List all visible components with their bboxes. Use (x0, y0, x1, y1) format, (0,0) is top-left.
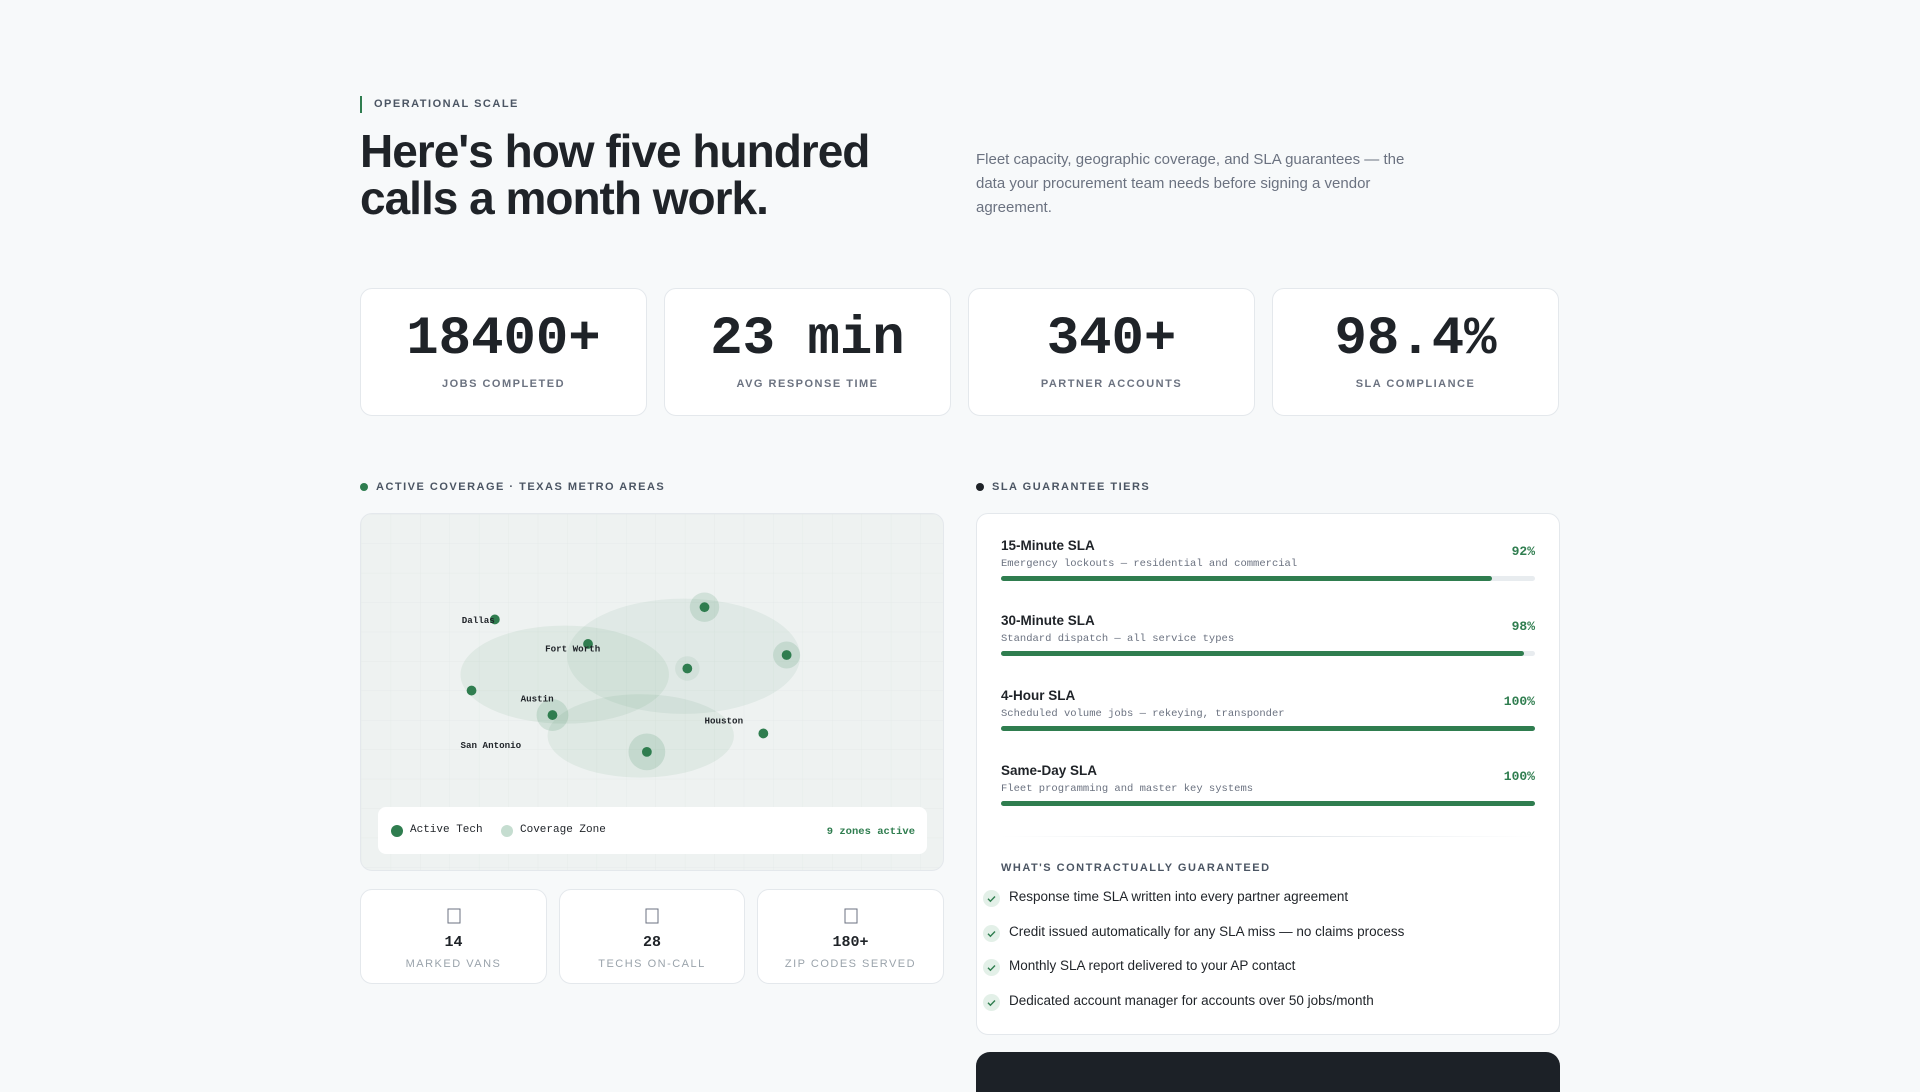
sla-tier: 4-Hour SLA Scheduled volume jobs — rekeyi… (1001, 688, 1535, 748)
tier-name: 4-Hour SLA (1001, 688, 1076, 703)
eyebrow: OPERATIONAL SCALE (360, 96, 519, 113)
resource-label: TECHS ON-CALL (598, 958, 706, 970)
sla-card: WHAT'S CONTRACTUALLY GUARANTEED 15-Minut… (976, 513, 1560, 1035)
legend-swatch (501, 825, 513, 837)
stat-card: 340+ PARTNER ACCOUNTS (968, 288, 1255, 416)
tier-name: Same-Day SLA (1001, 763, 1098, 778)
stat-label: AVG RESPONSE TIME (736, 378, 879, 390)
bar-track (1001, 801, 1535, 806)
icon (447, 908, 460, 924)
guarantee-item: Dedicated account manager for accounts o… (983, 993, 1374, 1011)
check-icon (983, 959, 1000, 976)
resource-card: 28 TECHS ON-CALL (559, 889, 745, 984)
city-label: Fort Worth (545, 643, 600, 654)
sla-tier: Same-Day SLA Fleet programming and master… (1001, 763, 1535, 823)
resource-label: ZIP CODES SERVED (784, 958, 917, 970)
stat-value: 98.4% (1334, 309, 1497, 370)
legend-swatch (391, 825, 403, 837)
section-label: ACTIVE COVERAGE · TEXAS METRO AREAS (360, 481, 665, 493)
stat-card: 98.4% SLA COMPLIANCE (1272, 288, 1559, 416)
guarantee-item: Credit issued automatically for any SLA … (983, 924, 1404, 942)
resource-label: MARKED VANS (405, 958, 502, 970)
description: Fleet capacity, geographic coverage, and… (976, 151, 1405, 216)
headline: Here's how five hundred calls a month wo… (360, 125, 870, 224)
icon (844, 908, 857, 924)
stat-label: JOBS COMPLETED (441, 378, 566, 390)
bar (1001, 801, 1535, 806)
stat-value: 23 min (710, 309, 905, 370)
tier-percent: 92% (1511, 544, 1535, 559)
map: Dallas Fort Worth Austin Houston San Ant… (360, 513, 944, 871)
check-icon (983, 924, 1000, 942)
bar-track (1001, 576, 1535, 581)
icon (645, 908, 659, 924)
dark-card (976, 1052, 1560, 1092)
resource-value: 28 (642, 934, 661, 951)
stat-label: SLA COMPLIANCE (1355, 378, 1476, 390)
tier-description: Fleet programming and master key systems (1001, 783, 1254, 795)
resource-value: 14 (444, 934, 463, 951)
tier-percent: 100% (1503, 694, 1535, 709)
divider (1001, 836, 1535, 837)
tier-description: Scheduled volume jobs — rekeying, transp… (1001, 708, 1285, 720)
sla-tier: 30-Minute SLA Standard dispatch — all ser… (1001, 613, 1535, 673)
bar (1001, 726, 1535, 731)
stat-value: 340+ (1046, 309, 1177, 370)
bar-track (1001, 651, 1535, 656)
tier-percent: 100% (1503, 769, 1535, 784)
check-icon (983, 993, 1000, 1011)
city-label: Dallas (462, 615, 495, 626)
legend-label: Active Tech (410, 824, 483, 836)
zone-status: 9 zones active (826, 826, 915, 838)
city-label: Houston (704, 716, 743, 727)
bar-track (1001, 726, 1535, 731)
tier-percent: 98% (1511, 619, 1535, 634)
guarantee-item: Monthly SLA report delivered to your AP … (983, 958, 1295, 976)
sla-tier: 15-Minute SLA Emergency lockouts — reside… (1001, 538, 1535, 598)
guarantee-item: Response time SLA written into every par… (983, 889, 1348, 907)
resource-card: 14 MARKED VANS (360, 889, 547, 984)
check-icon (983, 890, 1000, 907)
tier-description: Standard dispatch — all service types (1001, 633, 1235, 645)
bar (1001, 651, 1525, 656)
city-label: San Antonio (461, 740, 522, 751)
bar (1001, 576, 1493, 581)
legend-label: Coverage Zone (520, 824, 606, 836)
resource-value: 180+ (832, 934, 869, 951)
stat-value: 18400+ (406, 309, 601, 370)
stat-label: PARTNER ACCOUNTS (1040, 378, 1183, 390)
stat-card: 23 min AVG RESPONSE TIME (664, 288, 951, 416)
stat-card: 18400+ JOBS COMPLETED (360, 288, 647, 416)
tier-name: 30-Minute SLA (1001, 613, 1095, 628)
city-label: Austin (521, 694, 554, 705)
tier-description: Emergency lockouts — residential and com… (1001, 558, 1298, 570)
section-label: SLA GUARANTEE TIERS (976, 481, 1150, 493)
guarantees-title: WHAT'S CONTRACTUALLY GUARANTEED (1001, 862, 1271, 874)
resource-card: 180+ ZIP CODES SERVED (757, 889, 944, 984)
tier-name: 15-Minute SLA (1001, 538, 1095, 553)
map-legend: Active Tech Coverage Zone 9 zones active (378, 807, 927, 854)
